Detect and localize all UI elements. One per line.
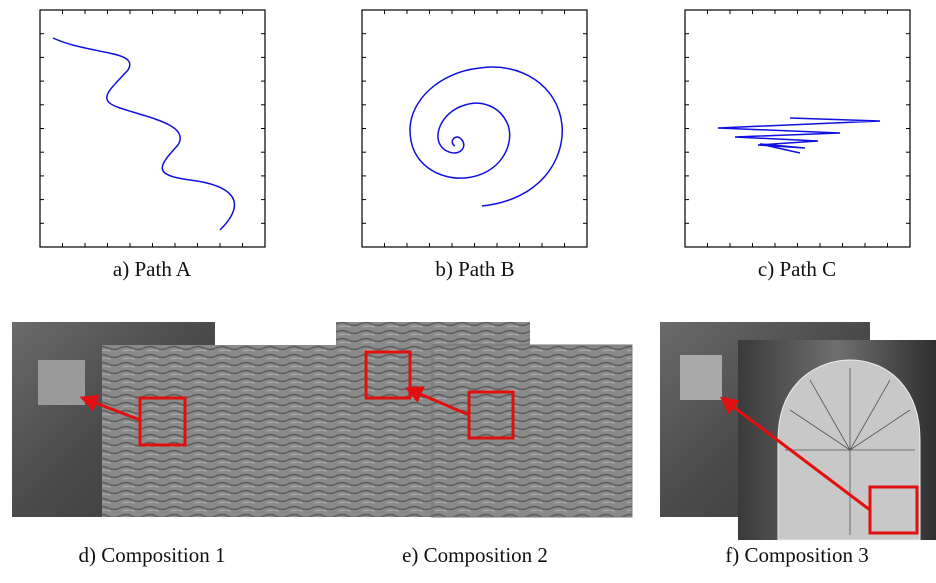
plot-frame bbox=[362, 10, 587, 247]
path-c bbox=[718, 118, 880, 153]
caption: d) Composition 1 bbox=[78, 543, 225, 567]
figure: a) Path A b) Path B c) Path C d) Composi… bbox=[0, 0, 936, 583]
image bbox=[432, 345, 632, 517]
composition-3 bbox=[660, 322, 936, 540]
image-patch bbox=[38, 360, 85, 405]
caption: b) Path B bbox=[435, 257, 514, 281]
path-a bbox=[53, 38, 234, 230]
caption: c) Path C bbox=[758, 257, 836, 281]
caption: a) Path A bbox=[113, 257, 192, 281]
caption: f) Composition 3 bbox=[725, 543, 869, 567]
caption: e) Composition 2 bbox=[402, 543, 548, 567]
plots bbox=[40, 10, 910, 247]
composition-2 bbox=[336, 322, 632, 517]
path-b bbox=[410, 67, 562, 206]
image-patch bbox=[680, 355, 722, 400]
